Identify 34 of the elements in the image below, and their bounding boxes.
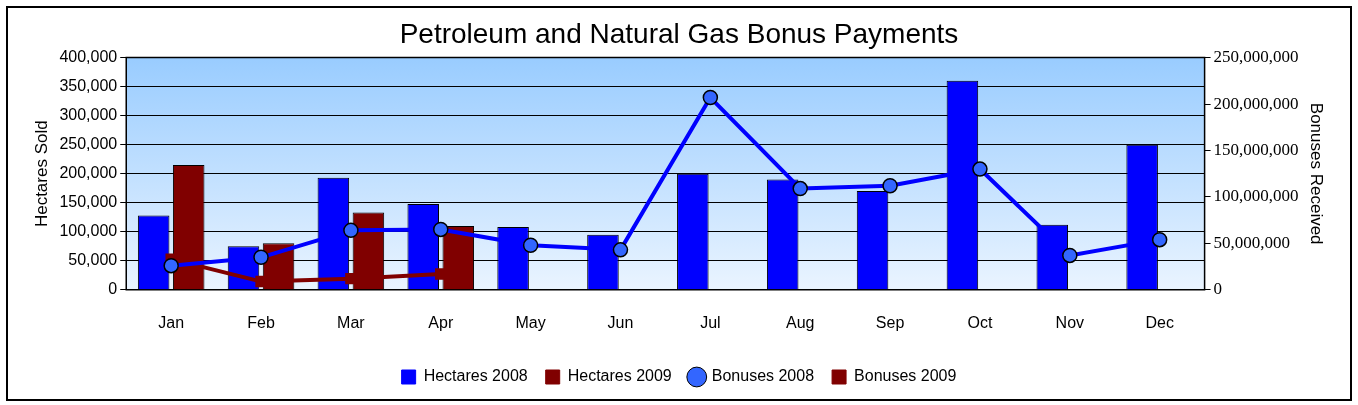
x-tick-label: Jan [158,313,185,331]
y-tick-label: 350,000 [59,77,118,95]
y-tick-label: 250,000 [59,135,118,153]
x-tick-label: May [515,313,546,331]
y2-tick-label: 200,000,000 [1213,93,1299,113]
legend-label: Bonuses 2009 [854,367,957,385]
x-tick-label: Oct [967,313,993,331]
y2-tick-label: 250,000,000 [1213,47,1299,67]
y-tick-label: 200,000 [59,164,118,182]
x-tick-label: Jul [700,313,721,331]
x-tick-label: Sep [875,313,905,331]
x-tick-label: Apr [428,313,454,331]
y2-tick-label: 100,000,000 [1213,186,1299,206]
y2-tick-label: 50,000,000 [1213,232,1291,252]
x-tick-label: Aug [785,313,815,331]
x-tick-label: Jun [607,313,634,331]
y2-axis-title: Bonuses Received [1307,102,1327,245]
x-tick-label: Mar [337,313,366,331]
y-tick-label: 0 [108,280,118,298]
y-tick-label: 50,000 [68,251,118,269]
y2-tick-label: 150,000,000 [1213,139,1299,159]
chart-title: Petroleum and Natural Gas Bonus Payments [399,17,959,49]
legend-label: Hectares 2009 [567,367,672,385]
x-tick-label: Nov [1055,313,1085,331]
y-tick-label: 400,000 [59,48,118,66]
legend-label: Bonuses 2008 [711,367,815,385]
y-tick-label: 300,000 [59,106,118,124]
y2-tick-label: 0 [1213,279,1223,299]
y-tick-label: 150,000 [59,193,118,211]
x-tick-label: Dec [1145,313,1174,331]
y-axis-title: Hectares Sold [31,120,51,228]
legend-label: Hectares 2008 [423,367,528,385]
y-tick-label: 100,000 [59,222,118,240]
x-tick-label: Feb [247,313,275,331]
